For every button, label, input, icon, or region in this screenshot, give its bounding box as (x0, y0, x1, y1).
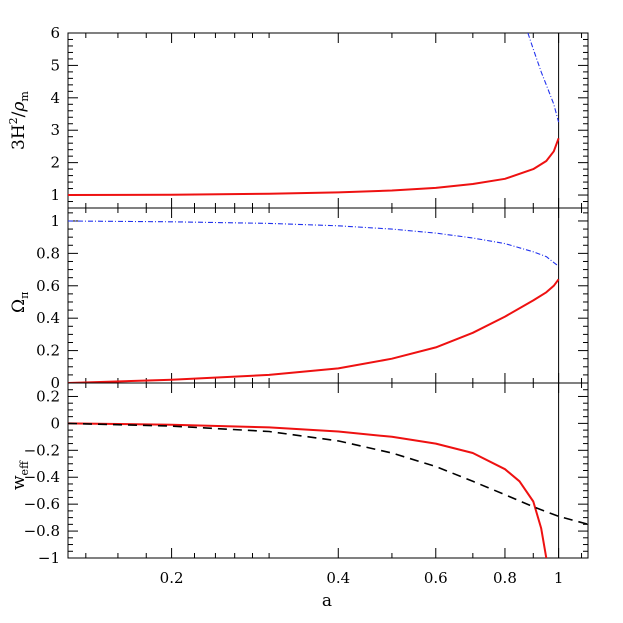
series-solid-1 (68, 278, 560, 383)
y-tick-label: 0.2 (36, 342, 60, 360)
x-tick-label: 0.6 (424, 569, 448, 587)
ylabel-middle: Ωπ (9, 292, 31, 313)
series-solid-1 (68, 137, 560, 196)
y-tick-label: −0.4 (24, 468, 60, 486)
series-dashed-2 (68, 422, 588, 526)
series-dashdot-2 (68, 220, 559, 267)
ylabel-bottom: weff (9, 460, 31, 490)
series-solid-1 (68, 422, 548, 558)
panel-frame (67, 382, 589, 559)
x-tick-label: 0.8 (493, 569, 517, 587)
y-tick-label: 1 (50, 186, 60, 204)
y-tick-label: 1 (50, 212, 60, 230)
xlabel: a (322, 591, 332, 611)
x-tick-label: 0.2 (160, 569, 184, 587)
y-tick-label: −0.2 (24, 441, 60, 459)
y-tick-label: 0 (50, 374, 60, 392)
panel-top: 1 2 3 4 5 6 (50, 24, 589, 209)
y-tick-label: −0.8 (24, 522, 60, 540)
y-tick-label: 0.6 (36, 277, 60, 295)
y-tick-label: 2 (50, 154, 60, 172)
panel-bottom: −1 −0.8 −0.6 −0.4 −0.2 0 0.2 0.2 0.4 0.6 0.8 1 (24, 382, 589, 587)
y-tick-label: 0.8 (36, 244, 60, 262)
y-tick-label: −0.6 (24, 495, 60, 513)
panel-middle: 0 0.2 0.4 0.6 0.8 1 (36, 207, 589, 392)
y-tick-label: 0 (50, 414, 60, 432)
series-dashdot-2 (527, 33, 560, 123)
panel-frame (67, 207, 589, 384)
y-tick-label: 0.4 (36, 309, 60, 327)
y-tick-label: 6 (50, 24, 60, 42)
y-tick-label: 4 (50, 89, 60, 107)
x-tick-label: 1 (554, 569, 564, 587)
y-tick-label: −1 (38, 549, 60, 567)
x-tick-label: 0.4 (326, 569, 350, 587)
y-tick-label: 3 (50, 121, 60, 139)
y-tick-label: 5 (50, 56, 60, 74)
ylabel-top: 3H2/ρm (7, 91, 31, 150)
panel-frame (67, 32, 589, 209)
y-tick-label: 0.2 (36, 387, 60, 405)
